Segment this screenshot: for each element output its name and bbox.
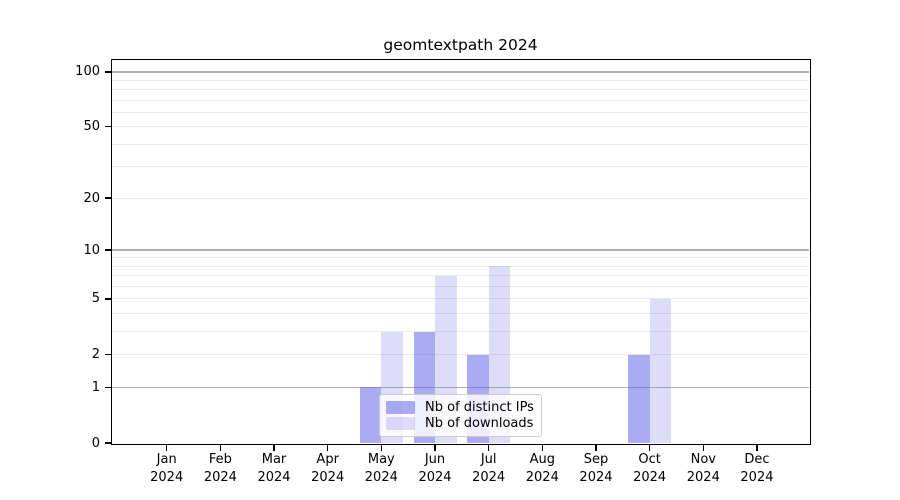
y-tick-10 [104,249,111,251]
x-tick-nov [702,444,704,451]
minor-gridline-y-40 [112,143,809,145]
x-tick-sep [595,444,597,451]
y-tick-label-5: 5 [91,291,100,307]
x-tick-jan [166,444,168,451]
minor-gridline-y-6 [112,285,809,287]
minor-gridline-y-80 [112,89,809,91]
y-tick-20 [104,197,111,199]
minor-gridline-y-20 [112,197,809,199]
plot-frame [110,58,811,445]
x-tick-label-nov: Nov 2024 [686,452,720,485]
y-tick-label-20: 20 [83,190,100,206]
legend-swatch-downloads [386,417,415,430]
minor-gridline-y-7 [112,275,809,277]
minor-gridline-y-70 [112,99,809,101]
x-tick-label-feb: Feb 2024 [203,452,237,485]
x-tick-label-may: May 2024 [364,452,398,485]
chart-title: geomtextpath 2024 [383,36,538,54]
x-tick-label-sep: Sep 2024 [579,452,613,485]
major-gridline-y-100 [112,71,809,73]
bar-oct-distinct-ips [628,354,650,443]
y-tick-label-10: 10 [83,242,100,258]
x-tick-label-dec: Dec 2024 [740,452,774,485]
x-tick-aug [541,444,543,451]
major-gridline-y-10 [112,249,809,251]
bar-may-distinct-ips [359,387,382,443]
legend-item-downloads: Nb of downloads [386,416,534,431]
minor-gridline-y-50 [112,126,809,128]
minor-gridline-y-30 [112,166,809,168]
x-tick-label-jul: Jul 2024 [472,452,506,485]
legend-swatch-distinct-ips [386,401,415,414]
x-tick-may [380,444,383,451]
y-tick-label-100: 100 [75,64,100,80]
x-tick-feb [219,444,222,451]
x-tick-dec [756,444,758,451]
minor-gridline-y-90 [112,79,809,81]
y-tick-label-2: 2 [91,347,100,363]
minor-gridline-y-2 [112,354,809,356]
y-tick-50 [104,126,111,128]
x-tick-apr [326,444,329,451]
y-tick-0 [104,442,111,444]
x-tick-jul [487,444,490,451]
y-tick-label-0: 0 [91,435,100,451]
x-tick-jun [434,444,436,451]
legend-item-distinct-ips: Nb of distinct IPs [386,400,534,415]
x-tick-label-aug: Aug 2024 [525,452,559,485]
y-tick-label-50: 50 [83,119,100,135]
x-tick-label-apr: Apr 2024 [311,452,345,485]
bar-oct-downloads [649,298,672,443]
x-tick-oct [648,444,651,451]
x-tick-label-jun: Jun 2024 [418,452,452,485]
x-tick-label-mar: Mar 2024 [257,452,291,485]
y-tick-1 [104,386,111,388]
x-tick-label-oct: Oct 2024 [633,452,667,485]
legend: Nb of distinct IPs Nb of downloads [379,394,542,437]
x-tick-mar [273,444,275,451]
minor-gridline-y-4 [112,313,809,315]
grid-layer [112,60,809,443]
minor-gridline-y-8 [112,265,809,267]
y-tick-5 [104,298,111,300]
y-tick-100 [104,71,111,73]
major-gridline-y-1 [112,386,809,388]
minor-gridline-y-9 [112,257,809,259]
legend-label-distinct-ips: Nb of distinct IPs [425,400,534,415]
y-tick-label-1: 1 [91,379,100,395]
minor-gridline-y-5 [112,298,809,300]
legend-label-downloads: Nb of downloads [425,416,534,431]
minor-gridline-y-60 [112,111,809,113]
x-tick-label-jan: Jan 2024 [150,452,184,485]
minor-gridline-y-3 [112,331,809,332]
y-tick-2 [104,353,111,356]
